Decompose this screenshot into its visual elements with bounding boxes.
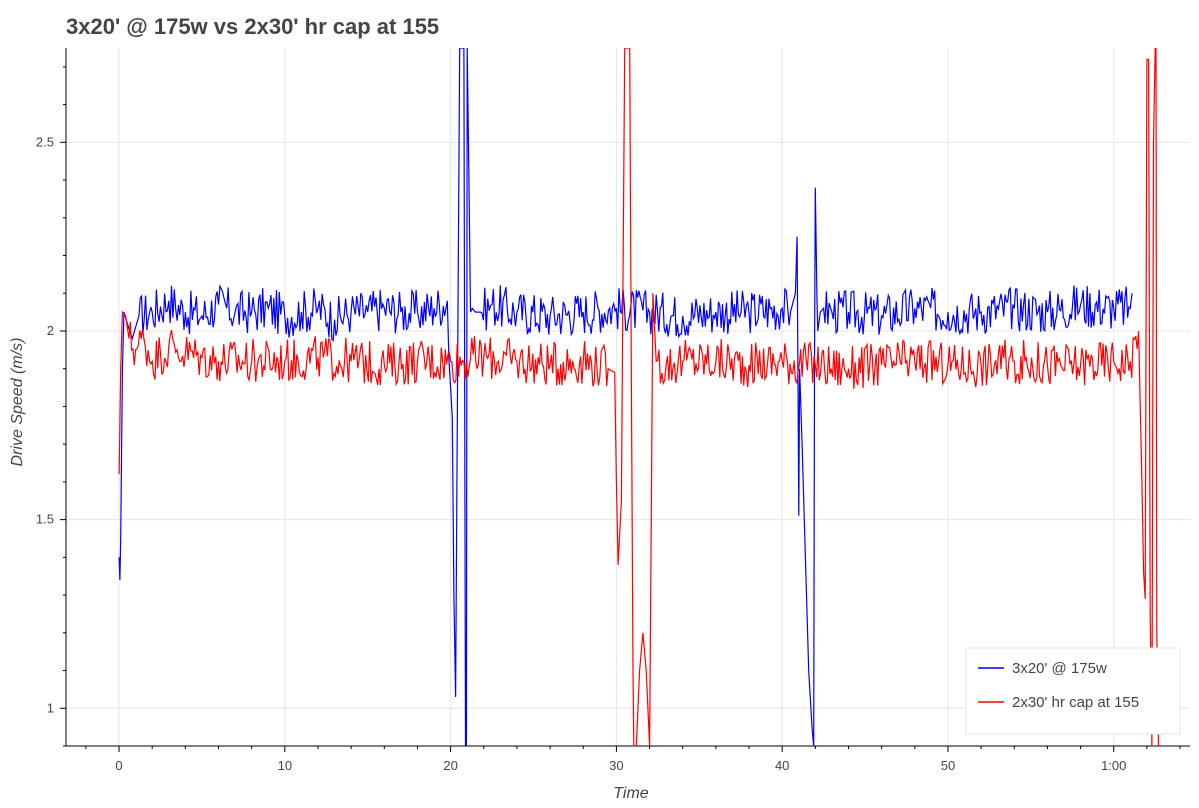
series-line [118,48,1133,746]
x-tick-label: 20 [443,758,457,773]
legend-box [965,647,1181,735]
x-tick-label: 30 [609,758,623,773]
grid [66,48,1190,746]
x-axis-label: Time [613,785,649,802]
x-tick-label: 0 [115,758,122,773]
x-tick-label: 10 [278,758,292,773]
series-line [118,48,1161,746]
y-tick-label: 1.5 [36,512,54,527]
y-tick-label: 2.5 [36,134,54,149]
y-axis-label: Drive Speed (m/s) [9,338,26,467]
legend-label: 3x20' @ 175w [1012,660,1107,677]
legend-label: 2x30' hr cap at 155 [1012,694,1139,711]
x-tick-label: 1:00 [1101,758,1126,773]
legend: 3x20' @ 175w 2x30' hr cap at 155 [965,647,1181,735]
plot-area [118,48,1161,746]
chart-title: 3x20' @ 175w vs 2x30' hr cap at 155 [66,14,440,39]
y-tick-label: 1 [47,700,54,715]
axes: 0 10 20 30 40 50 1:00 1 1.5 2 2.5 [36,48,1190,773]
x-tick-label: 40 [775,758,789,773]
x-tick-label: 50 [941,758,955,773]
y-tick-label: 2 [47,323,54,338]
